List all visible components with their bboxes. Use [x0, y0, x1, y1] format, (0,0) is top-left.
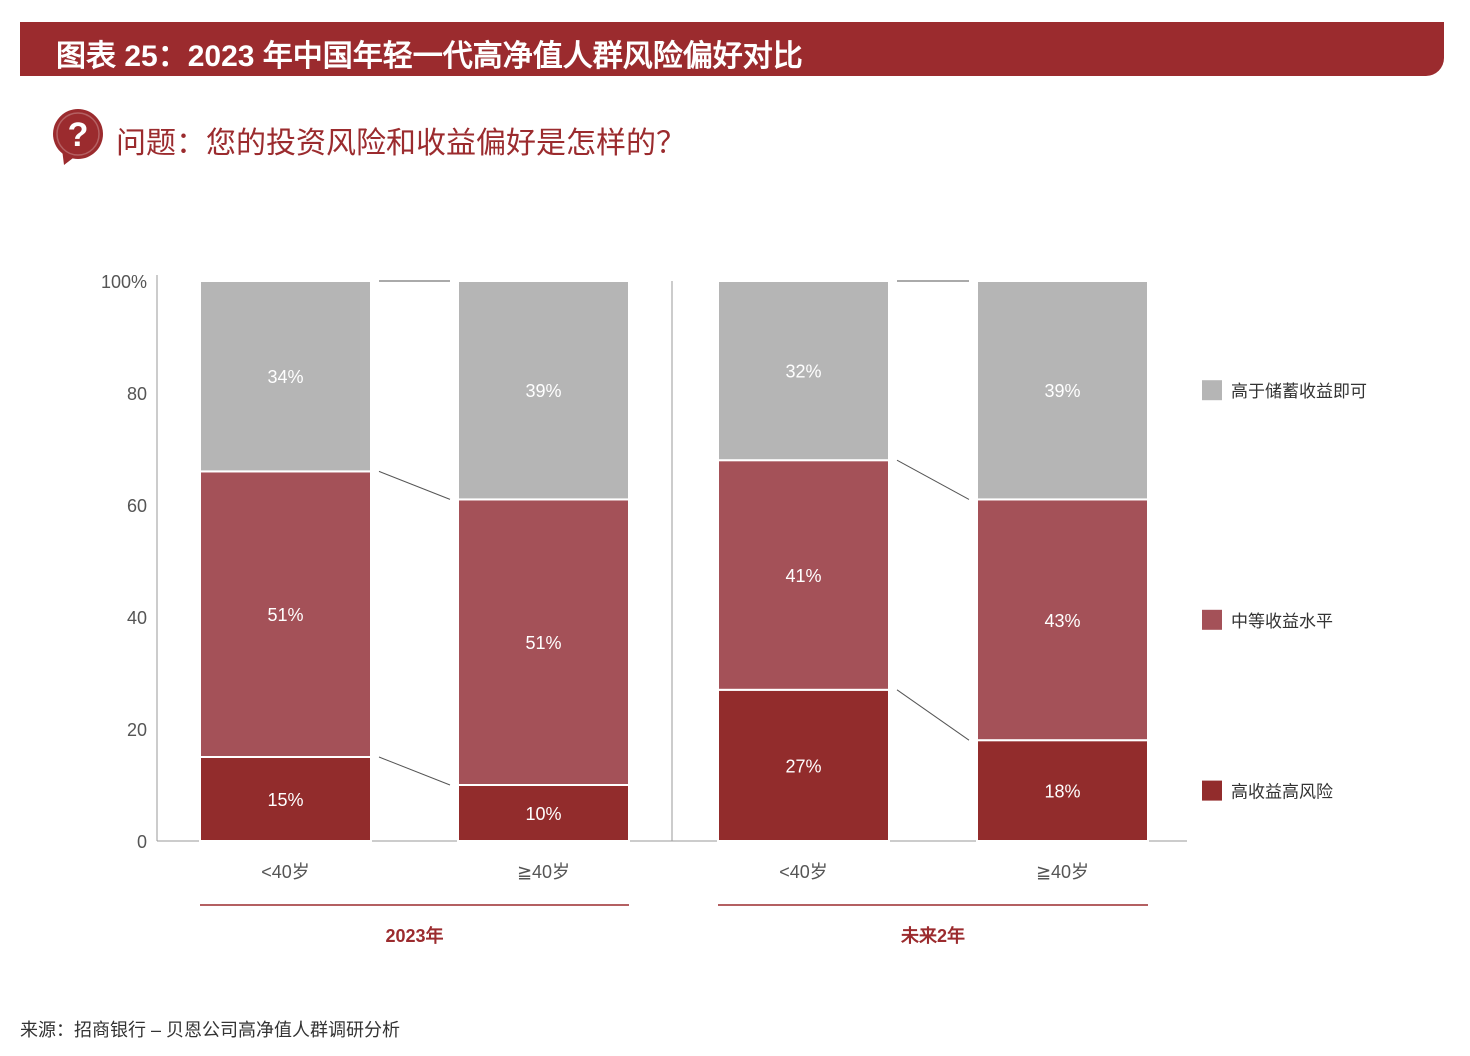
legend-label: 中等收益水平	[1231, 612, 1333, 631]
data-label: 27%	[785, 756, 821, 776]
x-tick-label: <40岁	[261, 862, 310, 882]
legend-swatch	[1202, 609, 1222, 630]
connector-line	[896, 689, 970, 741]
legend-label: 高于储蓄收益即可	[1231, 382, 1367, 401]
y-tick-label: 0	[137, 832, 147, 852]
data-label: 39%	[1044, 381, 1080, 401]
bar-segment	[976, 498, 1149, 742]
svg-text:?: ?	[68, 116, 89, 154]
x-tick-label: ≧40岁	[517, 862, 570, 882]
data-label: 51%	[267, 605, 303, 625]
y-tick-label: 60	[127, 496, 147, 516]
bar-segment	[199, 470, 372, 758]
bar-segment	[717, 459, 890, 691]
data-label: 32%	[785, 362, 821, 382]
connector-line	[378, 470, 451, 500]
data-label: 41%	[785, 566, 821, 586]
group-label: 未来2年	[901, 925, 965, 946]
chart-title: 图表 25：2023 年中国年轻一代高净值人群风险偏好对比	[56, 40, 803, 73]
legend-swatch	[1202, 380, 1222, 401]
bar-segment	[717, 688, 890, 842]
connector-line	[896, 459, 970, 500]
question-icon: ?	[53, 109, 103, 165]
bar-segment	[457, 280, 630, 501]
source-note: 来源：招商银行 – 贝恩公司高净值人群调研分析	[20, 1020, 401, 1040]
legend-swatch	[1202, 780, 1222, 801]
y-tick-label: 40	[127, 608, 147, 628]
x-tick-label: ≧40岁	[1036, 862, 1089, 882]
bar-segment	[457, 784, 630, 842]
connector-line	[378, 756, 451, 786]
data-label: 43%	[1044, 611, 1080, 631]
data-label: 18%	[1044, 782, 1080, 802]
stacked-bar-chart: 0 20 40 60 80 100% 15% 51% 34% <40岁 10% 51% 39% ≧40岁 2…	[101, 272, 1367, 946]
x-tick-label: <40岁	[779, 862, 828, 882]
bar-segment	[717, 280, 890, 462]
question-text: 问题：您的投资风险和收益偏好是怎样的？	[116, 127, 686, 160]
y-tick-label: 20	[127, 720, 147, 740]
data-label: 34%	[267, 367, 303, 387]
data-label: 15%	[267, 790, 303, 810]
data-label: 39%	[525, 381, 561, 401]
bar-segment	[199, 280, 372, 473]
bar-segment	[976, 280, 1149, 501]
data-label: 10%	[525, 804, 561, 824]
bar-segment	[976, 739, 1149, 843]
data-label: 51%	[525, 633, 561, 653]
y-tick-label: 80	[127, 384, 147, 404]
legend-label: 高收益高风险	[1231, 783, 1333, 802]
title-banner: 图表 25：2023 年中国年轻一代高净值人群风险偏好对比	[20, 22, 1444, 76]
group-label: 2023年	[385, 925, 443, 946]
y-tick-label: 100%	[101, 272, 147, 292]
